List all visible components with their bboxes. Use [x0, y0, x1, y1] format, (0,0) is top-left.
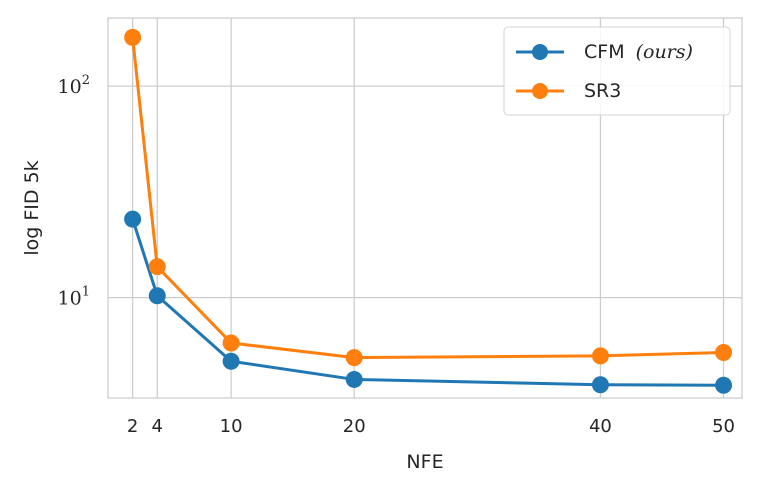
point-sr3-50	[715, 343, 733, 361]
series-line-sr3	[131, 37, 724, 360]
point-sr3-40	[591, 347, 609, 365]
x-axis-title: NFE	[406, 451, 443, 473]
y-axis-title: log FID 5k	[21, 160, 43, 255]
point-cfm-4	[148, 287, 166, 305]
x-tick-label-10: 10	[220, 416, 243, 437]
plot-frame	[107, 17, 743, 399]
legend: CFM (ours) SR3	[503, 26, 731, 116]
legend-marker-cfm	[532, 44, 548, 60]
point-cfm-40	[591, 376, 609, 394]
x-tick-labels: 2 4 10 20 40 50	[127, 416, 735, 437]
x-tick-label-4: 4	[152, 416, 163, 437]
y-tick-label-100: 102	[58, 73, 90, 98]
legend-box	[503, 26, 731, 116]
point-sr3-20	[345, 349, 363, 367]
x-tick-label-40: 40	[589, 416, 612, 437]
point-sr3-2	[124, 28, 142, 46]
legend-name-cfm: CFM	[584, 41, 625, 63]
x-tick-label-20: 20	[343, 416, 366, 437]
legend-marker-sr3	[532, 83, 548, 99]
point-cfm-20	[345, 370, 363, 388]
point-cfm-10	[222, 352, 240, 370]
legend-label-cfm: CFM (ours)	[584, 41, 693, 63]
x-tick-label-50: 50	[712, 416, 735, 437]
legend-label-sr3: SR3	[584, 80, 621, 102]
series-line-cfm	[131, 218, 724, 387]
legend-suffix-cfm: (ours)	[636, 41, 693, 63]
series-layer	[124, 28, 733, 394]
point-cfm-2	[124, 210, 142, 228]
point-cfm-50	[715, 376, 733, 394]
point-sr3-10	[222, 334, 240, 352]
y-tick-label-10: 101	[58, 285, 90, 310]
y-tick-labels: 101 102	[58, 73, 90, 309]
x-tick-label-2: 2	[127, 416, 138, 437]
point-sr3-4	[148, 258, 166, 276]
